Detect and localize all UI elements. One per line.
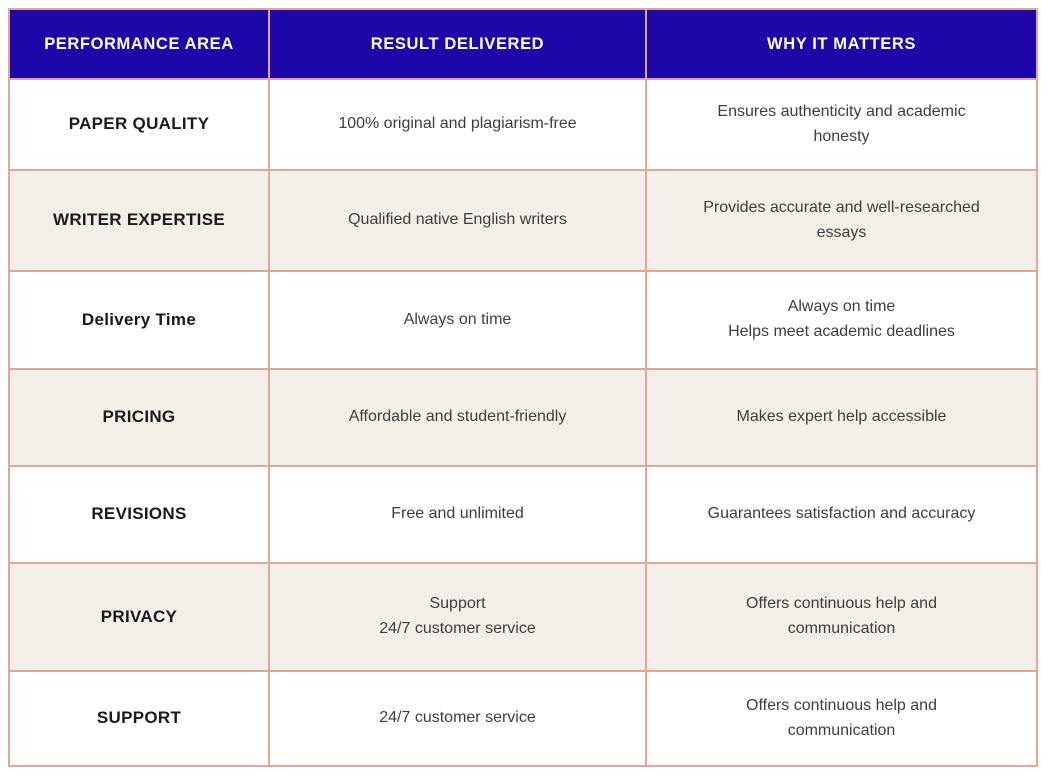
header-row: PERFORMANCE AREA RESULT DELIVERED WHY IT… — [8, 8, 1038, 80]
table-row: Delivery Time Always on time Always on t… — [8, 270, 1038, 370]
table-row: PAPER QUALITY 100% original and plagiari… — [8, 78, 1038, 171]
table-row: PRIVACY Support 24/7 customer service Of… — [8, 562, 1038, 672]
cell-area: WRITER EXPERTISE — [8, 169, 270, 272]
cell-area: REVISIONS — [8, 465, 270, 564]
cell-result: Always on time — [268, 270, 647, 370]
cell-result: 100% original and plagiarism-free — [268, 78, 647, 171]
cell-result: Support 24/7 customer service — [268, 562, 647, 672]
cell-why: Always on time Helps meet academic deadl… — [645, 270, 1038, 370]
cell-why: Ensures authenticity and academic honest… — [645, 78, 1038, 171]
cell-area: Delivery Time — [8, 270, 270, 370]
cell-why: Guarantees satisfaction and accuracy — [645, 465, 1038, 564]
cell-why: Makes expert help accessible — [645, 368, 1038, 467]
table-row: SUPPORT 24/7 customer service Offers con… — [8, 670, 1038, 767]
cell-area: PRIVACY — [8, 562, 270, 672]
cell-area: SUPPORT — [8, 670, 270, 767]
table-row: PRICING Affordable and student-friendly … — [8, 368, 1038, 467]
cell-why: Provides accurate and well-researched es… — [645, 169, 1038, 272]
cell-why: Offers continuous help and communication — [645, 670, 1038, 767]
performance-comparison-table: PERFORMANCE AREA RESULT DELIVERED WHY IT… — [8, 8, 1038, 767]
table-row: WRITER EXPERTISE Qualified native Englis… — [8, 169, 1038, 272]
cell-area: PAPER QUALITY — [8, 78, 270, 171]
table-row: REVISIONS Free and unlimited Guarantees … — [8, 465, 1038, 564]
cell-result: Free and unlimited — [268, 465, 647, 564]
cell-result: Affordable and student-friendly — [268, 368, 647, 467]
cell-result: Qualified native English writers — [268, 169, 647, 272]
column-header-why-it-matters: WHY IT MATTERS — [645, 8, 1038, 80]
cell-why: Offers continuous help and communication — [645, 562, 1038, 672]
column-header-result-delivered: RESULT DELIVERED — [268, 8, 647, 80]
column-header-performance-area: PERFORMANCE AREA — [8, 8, 270, 80]
cell-result: 24/7 customer service — [268, 670, 647, 767]
cell-area: PRICING — [8, 368, 270, 467]
